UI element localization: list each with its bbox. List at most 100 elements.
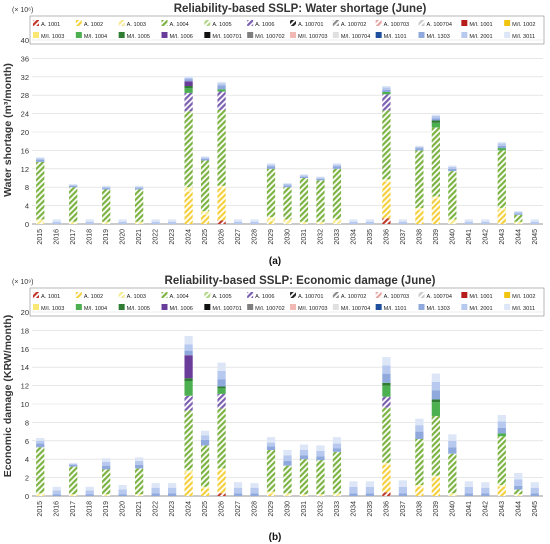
bar-segment-m-i-3011 <box>514 211 523 213</box>
bar-segment-a-1004 <box>217 109 226 186</box>
y-tick-label: 0 <box>25 220 29 229</box>
legend-label: M/I. 100702 <box>255 306 285 312</box>
legend-swatch <box>418 304 425 310</box>
bar-segment-a-1006 <box>184 92 193 112</box>
bar-segment-a-1003 <box>217 468 226 471</box>
legend-swatch <box>161 304 168 310</box>
bar-segment-m-i-2001 <box>332 443 342 449</box>
bar-segment-a-1004 <box>431 415 440 476</box>
bar-segment-a-1004 <box>497 150 506 208</box>
bar-segment-m-i-1303 <box>415 431 424 439</box>
legend-item-m-i-100701: M/I. 100701 <box>204 32 242 40</box>
legend-swatch <box>504 292 511 298</box>
bar-segment-a-1003 <box>283 219 292 224</box>
bar-stack-2024 <box>184 335 193 496</box>
x-tick-label: 2029 <box>268 229 275 245</box>
y-scale-note: (× 10⁹) <box>12 279 33 286</box>
legend-item-m-i-3011: M/I. 3011 <box>504 304 535 312</box>
legend-label: M/I. 2001 <box>469 306 492 312</box>
bar-segment-m-i-2001 <box>497 421 506 428</box>
bar-segment-m-i-1303 <box>398 493 408 496</box>
bar-segment-a-1006 <box>217 91 226 110</box>
bar-segment-m-i-3011 <box>398 219 408 222</box>
bar-stack-2042 <box>481 482 490 496</box>
bar-segment-m-i-3011 <box>497 415 506 422</box>
bar-segment-m-i-3011 <box>217 81 226 84</box>
y-tick-label: 12 <box>21 165 29 174</box>
bar-stack-2033 <box>332 437 342 496</box>
legend-swatch <box>247 32 254 38</box>
x-tick-label: 2043 <box>499 501 506 517</box>
x-tick-label: 2039 <box>433 229 440 245</box>
x-tick-label: 2036 <box>383 501 390 517</box>
legend-swatch <box>33 32 39 38</box>
legend-item-m-i-100701: M/I. 100701 <box>204 304 242 312</box>
bar-stack-2030 <box>283 183 292 224</box>
bar-segment-m-i-2001 <box>233 487 243 494</box>
bar-segment-a-1003 <box>332 219 342 224</box>
legend-swatch <box>461 20 468 26</box>
bar-segment-a-1003 <box>514 221 523 224</box>
legend-swatch <box>75 32 82 38</box>
bar-stack-2022 <box>151 219 160 224</box>
bar-segment-a-1003 <box>36 493 45 496</box>
bar-segment-m-i-2001 <box>514 212 523 214</box>
bar-segment-m-i-1303 <box>365 493 375 496</box>
legend-swatch <box>118 32 125 38</box>
legend-item-m-i-1101: M/I. 1101 <box>375 304 407 312</box>
bar-segment-a-1003 <box>102 221 111 224</box>
x-tick-label: 2025 <box>202 229 209 245</box>
bar-segment-m-i-3011 <box>118 219 127 222</box>
bar-segment-m-i-2001 <box>167 221 177 224</box>
x-tick-label: 2025 <box>202 501 209 517</box>
legend-label: A. 1003 <box>127 294 146 300</box>
x-tick-label: 2024 <box>186 229 193 245</box>
x-tick-label: 2027 <box>235 501 242 517</box>
bar-segment-m-i-2001 <box>283 455 292 462</box>
legend-swatch <box>461 292 468 298</box>
bar-stack-2016 <box>52 486 61 496</box>
legend-item-a-1006: A. 1006 <box>247 20 274 28</box>
bar-segment-a-1004 <box>316 180 325 222</box>
bar-segment-a-1003 <box>102 494 111 496</box>
bar-segment-m-i-3011 <box>69 183 78 185</box>
legend-label: M/I. 1002 <box>512 22 535 28</box>
bar-stack-2041 <box>464 481 473 496</box>
legend-label: M/I. 1003 <box>41 306 64 312</box>
legend-swatch <box>204 292 211 298</box>
legend-swatch <box>375 304 382 310</box>
legend-item-m-i-100702: M/I. 100702 <box>247 304 285 312</box>
bar-segment-m-i-1303 <box>102 465 111 470</box>
bar-segment-m-i-2001 <box>36 158 45 160</box>
bar-stack-2034 <box>349 219 358 224</box>
bar-segment-a-1004 <box>266 168 276 218</box>
bar-stack-2027 <box>233 219 243 224</box>
bar-segment-m-i-2001 <box>118 221 127 224</box>
bar-segment-a-1004 <box>415 150 424 208</box>
bar-stack-2021 <box>135 457 144 496</box>
bar-segment-m-i-1303 <box>448 168 457 172</box>
bar-segment-m-i-2001 <box>382 365 391 374</box>
bar-segment-m-i-3011 <box>266 163 276 165</box>
bar-segment-m-i-3011 <box>481 482 490 488</box>
legend-item-a-1001: A. 1001 <box>33 20 60 28</box>
legend-item-m-i-1002: M/I. 1002 <box>504 292 535 300</box>
x-tick-label: 2023 <box>169 229 176 245</box>
bar-segment-a-1003 <box>36 219 45 224</box>
bar-segment-m-i-2001 <box>431 115 440 119</box>
legend-item-a-100704: A. 100704 <box>418 20 452 28</box>
bar-stack-2024 <box>184 76 193 224</box>
x-tick-label: 2041 <box>466 501 473 517</box>
legend-label: M/I. 100701 <box>212 306 242 312</box>
x-tick-label: 2037 <box>400 229 407 245</box>
bar-segment-a-1002 <box>497 210 506 224</box>
bar-segment-m-i-3011 <box>200 430 210 436</box>
legend-label: M/I. 100703 <box>298 306 328 312</box>
legend-item-m-i-1003: M/I. 1003 <box>33 304 64 312</box>
bar-stack-2037 <box>398 219 408 224</box>
bar-segment-m-i-3011 <box>102 185 111 187</box>
legend-swatch <box>118 292 125 298</box>
bar-segment-m-i-1303 <box>200 439 210 446</box>
legend-item-a-1002: A. 1002 <box>75 292 103 300</box>
